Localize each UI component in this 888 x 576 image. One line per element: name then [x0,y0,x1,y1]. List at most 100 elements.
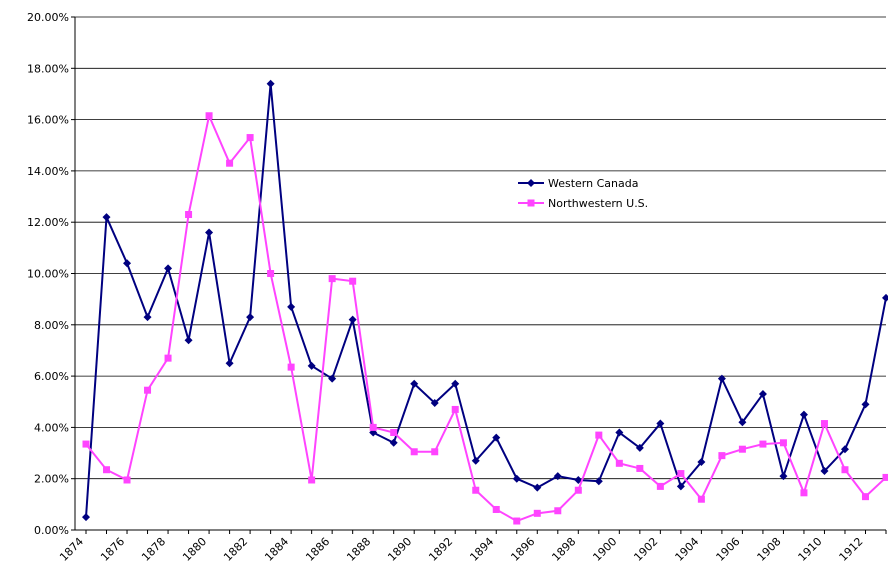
marker [143,313,152,322]
x-tick-label: 1898 [549,535,578,564]
marker [430,399,439,408]
marker [533,483,542,492]
x-tick-label: 1908 [755,535,784,564]
marker [226,159,234,167]
marker [431,448,439,456]
marker [205,228,214,237]
marker [267,270,275,277]
marker [123,476,131,484]
marker [82,440,90,448]
marker [779,472,788,481]
marker [882,293,888,302]
marker [82,513,90,522]
marker [738,418,747,427]
y-tick-label: 6.00% [34,370,69,383]
marker [861,493,869,501]
marker [574,475,583,484]
legend-label: Northwestern U.S. [548,197,648,210]
marker [328,374,337,383]
y-tick-label: 20.00% [27,11,69,24]
marker [615,459,623,467]
marker [574,486,582,494]
marker [513,517,521,525]
x-tick-label: 1904 [673,535,702,564]
marker [718,452,726,460]
x-tick-label: 1910 [796,535,825,564]
marker [389,438,398,447]
marker [164,354,172,362]
marker [738,445,746,453]
legend-marker [527,199,535,207]
x-tick-label: 1882 [221,535,250,564]
marker [595,431,603,439]
marker [185,211,193,219]
marker [164,264,173,273]
marker [594,477,603,486]
marker [348,315,357,324]
y-tick-label: 10.00% [27,268,69,281]
x-tick-label: 1880 [180,535,209,564]
x-tick-label: 1906 [714,535,743,564]
marker [841,466,849,474]
marker [697,458,706,467]
marker [759,440,767,448]
series-line [85,112,887,523]
y-tick-label: 12.00% [27,216,69,229]
marker [779,439,787,447]
x-tick-label: 1894 [467,535,496,564]
marker [123,259,132,268]
marker [882,473,888,481]
marker [451,405,459,413]
marker [410,448,418,456]
x-tick-label: 1896 [508,535,537,564]
marker [410,379,419,388]
marker [820,467,829,476]
marker [635,443,644,452]
marker [307,361,316,370]
marker [472,486,480,494]
marker [451,379,460,388]
marker [225,359,234,368]
marker [758,390,767,399]
marker [266,79,275,88]
marker [636,464,644,472]
x-tick-label: 1874 [57,535,86,564]
x-tick-label: 1884 [262,535,291,564]
series-line [85,83,887,518]
y-tick-label: 0.00% [34,524,69,537]
y-tick-label: 18.00% [27,62,69,75]
marker [471,456,480,465]
marker [512,474,521,483]
y-tick-label: 14.00% [27,165,69,178]
marker [144,386,152,394]
x-tick-label: 1886 [303,535,332,564]
marker [287,302,296,311]
marker [656,419,665,428]
marker [820,420,828,428]
x-tick-label: 1912 [837,535,866,564]
marker [677,470,685,478]
x-tick-label: 1876 [98,535,127,564]
marker [615,428,624,437]
marker [554,507,562,515]
x-tick-label: 1888 [344,535,373,564]
marker [184,336,193,345]
marker [349,277,357,285]
x-tick-label: 1892 [426,535,455,564]
marker [861,400,870,409]
marker [328,275,336,283]
legend-marker [527,179,535,187]
marker [799,410,808,419]
marker [308,476,316,484]
marker [492,505,500,513]
marker [102,213,111,222]
y-tick-label: 16.00% [27,114,69,127]
x-tick-label: 1900 [590,535,619,564]
marker [103,466,111,474]
marker [287,363,295,371]
marker [553,472,562,481]
marker [390,429,398,437]
marker [656,482,664,490]
y-tick-label: 8.00% [34,319,69,332]
